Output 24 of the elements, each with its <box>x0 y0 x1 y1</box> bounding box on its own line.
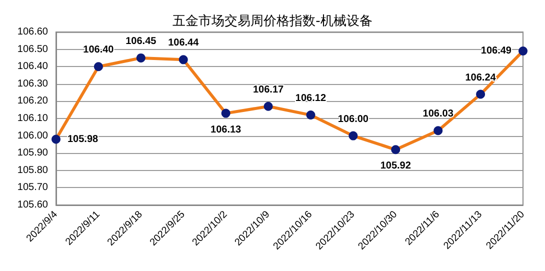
y-tick-label: 105.80 <box>17 164 48 176</box>
y-tick-label: 106.20 <box>17 96 48 107</box>
y-tick-label: 105.60 <box>17 200 48 210</box>
data-label: 105.92 <box>380 160 412 172</box>
data-label: 106.40 <box>83 44 114 56</box>
y-tick-label: 106.10 <box>17 113 48 124</box>
y-tick-label: 105.90 <box>17 148 48 159</box>
data-label: 106.49 <box>480 46 512 57</box>
data-label: 105.98 <box>68 134 99 145</box>
y-tick-label: 106.60 <box>17 26 48 38</box>
data-label: 106.12 <box>295 93 326 104</box>
data-label: 106.13 <box>210 124 242 136</box>
y-tick-label: 106.00 <box>17 130 48 142</box>
data-label: 106.00 <box>338 114 369 125</box>
data-label: 106.44 <box>168 38 200 49</box>
data-label: 106.45 <box>126 36 157 47</box>
data-label: 106.24 <box>465 72 496 84</box>
data-label: 106.03 <box>422 108 454 120</box>
y-tick-label: 106.30 <box>17 78 48 90</box>
y-tick-label: 106.50 <box>17 44 48 55</box>
y-tick-label: 106.40 <box>17 61 48 72</box>
data-label: 106.17 <box>252 84 284 96</box>
y-tick-label: 105.70 <box>17 182 48 194</box>
chart-title: 五金市场交易周价格指数-机械设备 <box>172 13 372 29</box>
